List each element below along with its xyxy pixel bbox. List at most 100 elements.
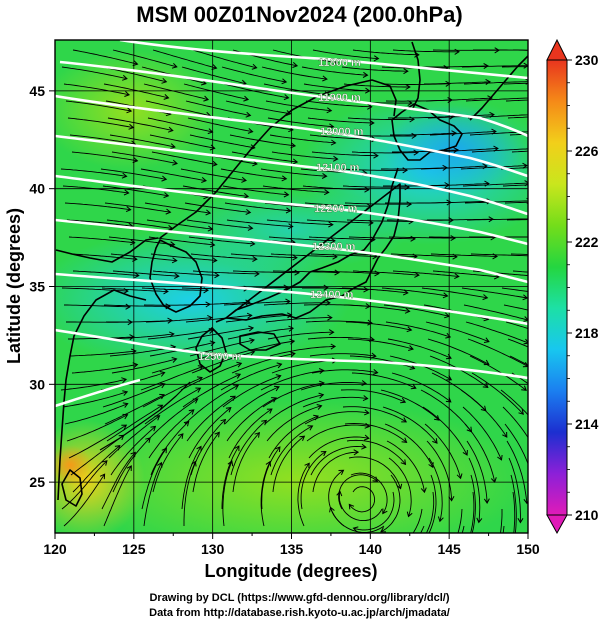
streamline-arrowhead	[163, 94, 170, 100]
colorbar-bottom-arrow	[546, 514, 568, 535]
streamline	[470, 474, 476, 533]
streamline	[466, 440, 488, 504]
streamline-arrowhead	[438, 564, 443, 569]
streamline	[392, 149, 459, 153]
streamline	[425, 97, 492, 102]
coast-sakhalin	[411, 41, 421, 111]
streamline-arrowhead	[362, 395, 369, 402]
streamline-arrowhead	[243, 95, 250, 102]
streamline-arrowhead	[254, 431, 261, 438]
streamline-arrowhead	[183, 420, 190, 427]
streamline	[63, 473, 105, 527]
streamline-arrowhead	[122, 74, 128, 81]
streamline	[352, 49, 419, 56]
streamline-arrowhead	[450, 235, 456, 242]
streamline	[462, 182, 528, 187]
streamline	[502, 525, 505, 533]
streamline	[500, 389, 528, 416]
streamline	[63, 83, 130, 96]
streamline	[465, 321, 528, 344]
streamline	[425, 491, 435, 533]
streamline-arrowhead	[307, 425, 314, 431]
streamline	[231, 353, 295, 374]
streamline-arrowhead	[446, 375, 453, 381]
streamline-arrowhead	[214, 272, 220, 279]
streamline-arrowhead	[196, 376, 203, 382]
streamline	[71, 151, 138, 162]
streamline	[60, 168, 127, 177]
streamline-arrowhead	[172, 159, 178, 166]
streamline-arrowhead	[316, 404, 323, 410]
contour-label: 12200 m	[314, 203, 358, 215]
streamline-arrowhead	[167, 126, 174, 133]
streamline	[343, 83, 410, 88]
streamline-arrowhead	[401, 417, 408, 423]
streamline	[220, 168, 287, 180]
streamline	[513, 49, 528, 51]
streamline-arrowhead	[174, 272, 180, 279]
streamline	[103, 465, 132, 527]
streamline	[309, 353, 376, 357]
streamline	[263, 302, 330, 306]
streamline	[223, 83, 289, 99]
streamline	[380, 389, 440, 421]
streamline	[420, 389, 472, 432]
streamline-arrowhead	[241, 176, 247, 183]
streamline	[229, 134, 296, 147]
streamline	[469, 355, 527, 391]
streamline-arrowhead	[330, 343, 337, 350]
streamline	[232, 432, 260, 493]
streamline	[222, 461, 233, 527]
streamline	[181, 66, 246, 85]
streamline-arrowhead	[123, 189, 130, 196]
streamline-arrowhead	[159, 382, 166, 389]
streamline-arrowhead	[154, 415, 161, 421]
x-tick-label: 120	[43, 541, 67, 557]
streamline-arrowhead	[442, 292, 449, 299]
streamline	[268, 236, 335, 242]
streamline-arrowhead	[410, 383, 417, 390]
streamline	[109, 134, 175, 148]
streamline-arrowhead	[304, 462, 310, 469]
colorbar-tick-label: 218	[575, 325, 599, 341]
streamline-arrowhead	[320, 450, 327, 457]
streamline	[181, 446, 202, 510]
streamline	[260, 168, 327, 177]
streamline	[424, 81, 491, 85]
y-tick-label: 45	[29, 83, 45, 99]
credit-data-source: Data from http://database.rish.kyoto-u.a…	[149, 607, 450, 619]
contour-12400	[55, 272, 528, 326]
streamline	[152, 433, 184, 493]
streamline	[310, 446, 366, 476]
streamline-arrowhead	[321, 172, 328, 179]
streamline-arrowhead	[161, 447, 167, 454]
streamline-arrowhead	[401, 437, 408, 444]
streamline-arrowhead	[373, 55, 380, 62]
streamline-arrowhead	[283, 94, 290, 101]
streamline-arrowhead	[462, 551, 467, 556]
streamline-arrowhead	[265, 460, 272, 467]
streamline	[471, 372, 524, 415]
streamline	[460, 165, 527, 170]
streamline-arrowhead	[287, 223, 294, 230]
streamline-arrowhead	[214, 431, 220, 438]
streamline	[112, 49, 177, 68]
streamline	[390, 253, 457, 258]
streamline-arrowhead	[235, 373, 242, 379]
streamline-arrowhead	[121, 424, 128, 430]
streamline	[352, 270, 419, 276]
streamline-arrowhead	[227, 460, 234, 467]
streamline	[350, 472, 388, 514]
streamline-arrowhead	[101, 460, 108, 466]
streamline	[226, 397, 277, 442]
streamline-arrowhead	[451, 130, 457, 137]
streamline-arrowhead	[275, 374, 282, 380]
streamline	[147, 329, 214, 340]
streamline-arrowhead	[402, 289, 409, 296]
streamline	[382, 406, 438, 444]
streamline-arrowhead	[405, 83, 411, 90]
streamline	[427, 338, 490, 365]
contour-12600	[55, 378, 141, 408]
streamline-arrowhead	[372, 369, 379, 375]
colorbar-tick-label: 226	[575, 143, 599, 159]
